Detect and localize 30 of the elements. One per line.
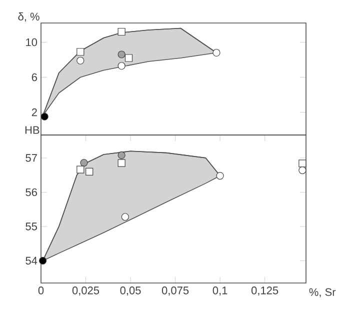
point bbox=[86, 168, 94, 176]
point bbox=[40, 112, 48, 120]
y-tick-label: 6 bbox=[32, 73, 37, 82]
y-axis-title: HB bbox=[25, 126, 40, 134]
x-tick-label: 0,075 bbox=[162, 286, 189, 296]
x-axis-title: %, Sr bbox=[309, 288, 336, 298]
x-tick-label: 0,025 bbox=[72, 286, 100, 296]
x-tick-label: 0,125 bbox=[251, 286, 278, 296]
point bbox=[118, 62, 126, 70]
y-tick-label: 57 bbox=[26, 154, 37, 162]
y-tick-label: 10 bbox=[26, 38, 38, 46]
point bbox=[118, 50, 126, 58]
point bbox=[76, 48, 84, 56]
x-tick-label: 0,1 bbox=[212, 286, 228, 296]
y-tick-label: 54 bbox=[26, 256, 38, 265]
point bbox=[76, 166, 84, 174]
point bbox=[124, 54, 133, 62]
point bbox=[118, 28, 126, 36]
point bbox=[118, 151, 126, 160]
y-axis-title: δ, % bbox=[18, 12, 40, 22]
x-tick-label: 0 bbox=[38, 286, 44, 294]
y-tick-label: 2 bbox=[32, 108, 37, 116]
point bbox=[80, 158, 88, 167]
y-tick-label: 56 bbox=[26, 188, 37, 196]
point bbox=[38, 256, 47, 265]
y-tick-label: 55 bbox=[26, 222, 37, 230]
x-tick-label: 0,05 bbox=[120, 286, 141, 296]
point bbox=[121, 213, 129, 221]
point bbox=[118, 159, 126, 167]
point bbox=[76, 56, 84, 64]
